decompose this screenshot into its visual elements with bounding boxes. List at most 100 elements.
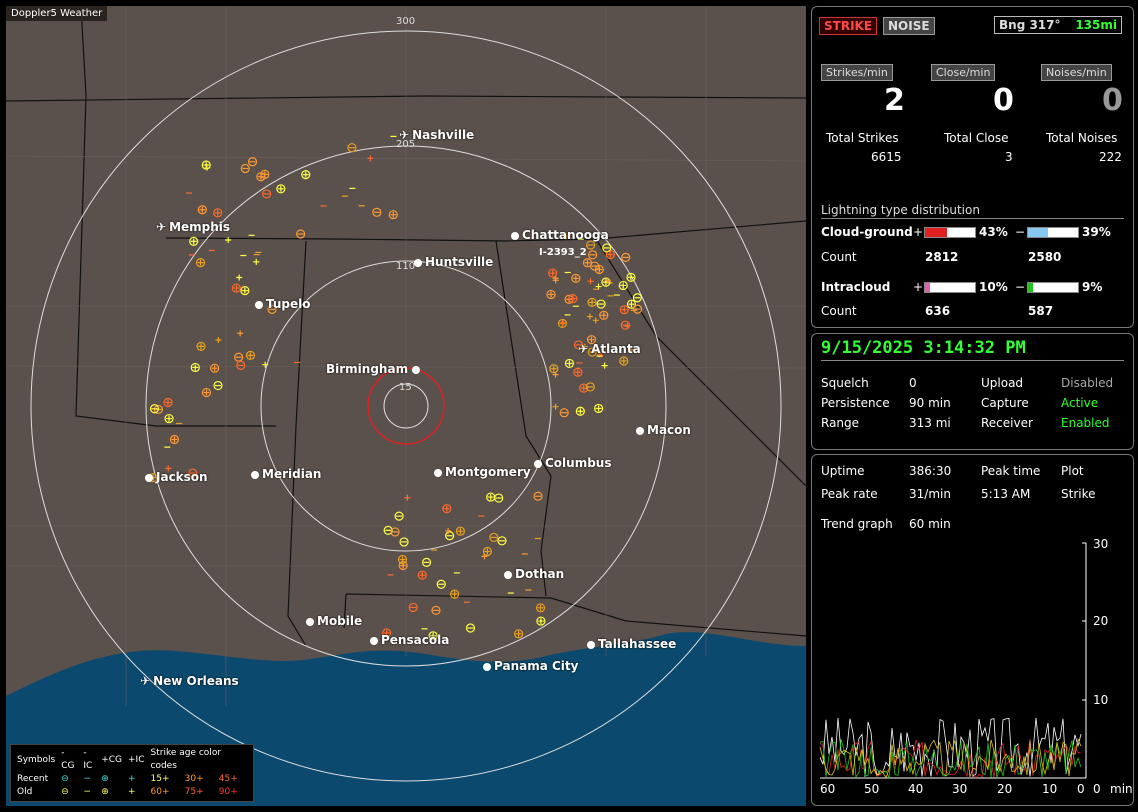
strike-marker bbox=[443, 505, 450, 512]
strike-marker bbox=[632, 304, 643, 314]
persistence-value: 90 min bbox=[909, 396, 951, 410]
strike-marker bbox=[372, 207, 382, 217]
strike-marker bbox=[199, 206, 206, 213]
strike-marker bbox=[548, 291, 555, 298]
legend-recent-label: Recent bbox=[17, 774, 49, 784]
strike-button[interactable]: STRIKE bbox=[819, 17, 878, 35]
strike-marker bbox=[595, 405, 602, 412]
strike-marker bbox=[215, 336, 222, 343]
strike-marker bbox=[584, 259, 591, 266]
strike-marker bbox=[620, 282, 627, 289]
distribution-title: Lightning type distribution bbox=[821, 203, 980, 217]
city-dot-icon bbox=[251, 471, 259, 479]
strike-marker bbox=[383, 525, 393, 535]
strike-marker bbox=[241, 287, 248, 294]
strike-marker bbox=[201, 160, 211, 170]
strike-marker bbox=[234, 352, 244, 362]
strike-marker bbox=[533, 491, 543, 501]
strike-marker bbox=[436, 579, 446, 589]
strike-marker bbox=[153, 404, 164, 415]
pos-cg-recent-icon: ⊕ bbox=[101, 774, 109, 784]
receiver-value: Enabled bbox=[1061, 416, 1110, 430]
strike-marker bbox=[213, 208, 223, 218]
close-per-min-value: 0 bbox=[993, 83, 1014, 118]
cg-pos-pct: 43% bbox=[979, 225, 1008, 239]
age-old-1: 60+ bbox=[150, 787, 170, 797]
strike-marker bbox=[572, 275, 579, 282]
city-dot-icon bbox=[483, 663, 491, 671]
neg-cg-recent-icon: ⊖ bbox=[61, 774, 69, 784]
noises-per-min-label[interactable]: Noises/min bbox=[1041, 64, 1112, 81]
strike-marker bbox=[626, 272, 636, 282]
strike-marker bbox=[164, 399, 171, 406]
trend-graph-label: Trend graph bbox=[821, 517, 893, 531]
city-dot-icon bbox=[145, 474, 153, 482]
cg-neg-bar bbox=[1027, 227, 1079, 238]
strike-marker bbox=[149, 404, 160, 414]
ic-neg-bar bbox=[1027, 282, 1079, 293]
range-value: 313 mi bbox=[909, 416, 951, 430]
noise-button[interactable]: NOISE bbox=[883, 17, 935, 35]
total-close-value: 3 bbox=[1005, 150, 1013, 164]
legend-pos-ic: +IC bbox=[128, 754, 145, 765]
strike-marker bbox=[549, 364, 559, 374]
age-recent-3: 45+ bbox=[218, 774, 238, 784]
city-pensacola: Pensacola bbox=[370, 633, 449, 647]
strike-marker bbox=[618, 280, 628, 291]
storm-cell-label[interactable]: I-2393_2 bbox=[539, 247, 587, 258]
neg-ic-recent-icon: − bbox=[83, 774, 91, 784]
strikes-per-min-label[interactable]: Strikes/min bbox=[821, 64, 893, 81]
strike-marker bbox=[552, 371, 559, 378]
strike-marker bbox=[302, 171, 309, 178]
strike-marker bbox=[404, 494, 411, 501]
strike-marker bbox=[430, 632, 437, 639]
strike-marker bbox=[494, 493, 504, 503]
strike-marker bbox=[262, 361, 269, 368]
strike-marker bbox=[632, 293, 642, 303]
strike-marker bbox=[619, 305, 629, 315]
strike-marker bbox=[388, 210, 398, 220]
x-tick-20: 20 bbox=[997, 782, 1013, 796]
strike-marker bbox=[169, 434, 180, 445]
legend-age-header: Strike age color codes bbox=[150, 748, 222, 771]
close-per-min-label[interactable]: Close/min bbox=[931, 64, 996, 81]
strike-marker bbox=[383, 629, 390, 636]
city-dot-icon bbox=[636, 427, 644, 435]
strike-marker bbox=[586, 335, 597, 345]
city-dot-icon bbox=[587, 641, 595, 649]
strike-marker bbox=[557, 318, 568, 329]
app-title: Doppler5 Weather bbox=[6, 6, 108, 21]
strike-marker bbox=[582, 343, 588, 350]
city-memphis: ✈ Memphis bbox=[156, 220, 231, 234]
ic-pos-count: 636 bbox=[925, 304, 951, 318]
legend-pos-cg: +CG bbox=[101, 754, 123, 765]
strike-marker bbox=[621, 306, 628, 313]
current-datetime: 9/15/2025 3:14:32 PM bbox=[821, 338, 1026, 358]
pos-cg-old-icon: ⊕ bbox=[101, 787, 109, 797]
strike-marker bbox=[451, 591, 458, 598]
city-dot-icon bbox=[504, 571, 512, 579]
strike-marker bbox=[211, 365, 218, 372]
strike-marker bbox=[560, 319, 567, 326]
city-dot-icon bbox=[534, 460, 542, 468]
city-dothan: Dothan bbox=[504, 567, 564, 581]
strike-marker bbox=[257, 173, 264, 180]
cg-plus-sign: + bbox=[913, 225, 924, 239]
lightning-map[interactable]: Doppler5 Weather 300 205 110 15 I-2393_2… bbox=[6, 6, 806, 806]
strike-marker bbox=[548, 268, 558, 278]
strike-marker bbox=[597, 351, 604, 358]
strike-marker bbox=[571, 273, 581, 283]
strike-marker bbox=[256, 172, 266, 182]
strike-marker bbox=[296, 229, 306, 239]
distribution-divider bbox=[821, 218, 1124, 219]
strike-marker bbox=[247, 157, 258, 167]
city-tallahassee: Tallahassee bbox=[587, 637, 676, 651]
strike-marker bbox=[582, 258, 593, 268]
bearing-display: Bng 317° 135mi bbox=[994, 16, 1122, 34]
strike-marker bbox=[276, 184, 286, 194]
capture-value: Active bbox=[1061, 396, 1099, 410]
plot-value[interactable]: Strike bbox=[1061, 487, 1096, 501]
city-dot-icon bbox=[255, 301, 263, 309]
strike-marker bbox=[573, 340, 584, 350]
noises-per-min-value: 0 bbox=[1102, 83, 1123, 118]
